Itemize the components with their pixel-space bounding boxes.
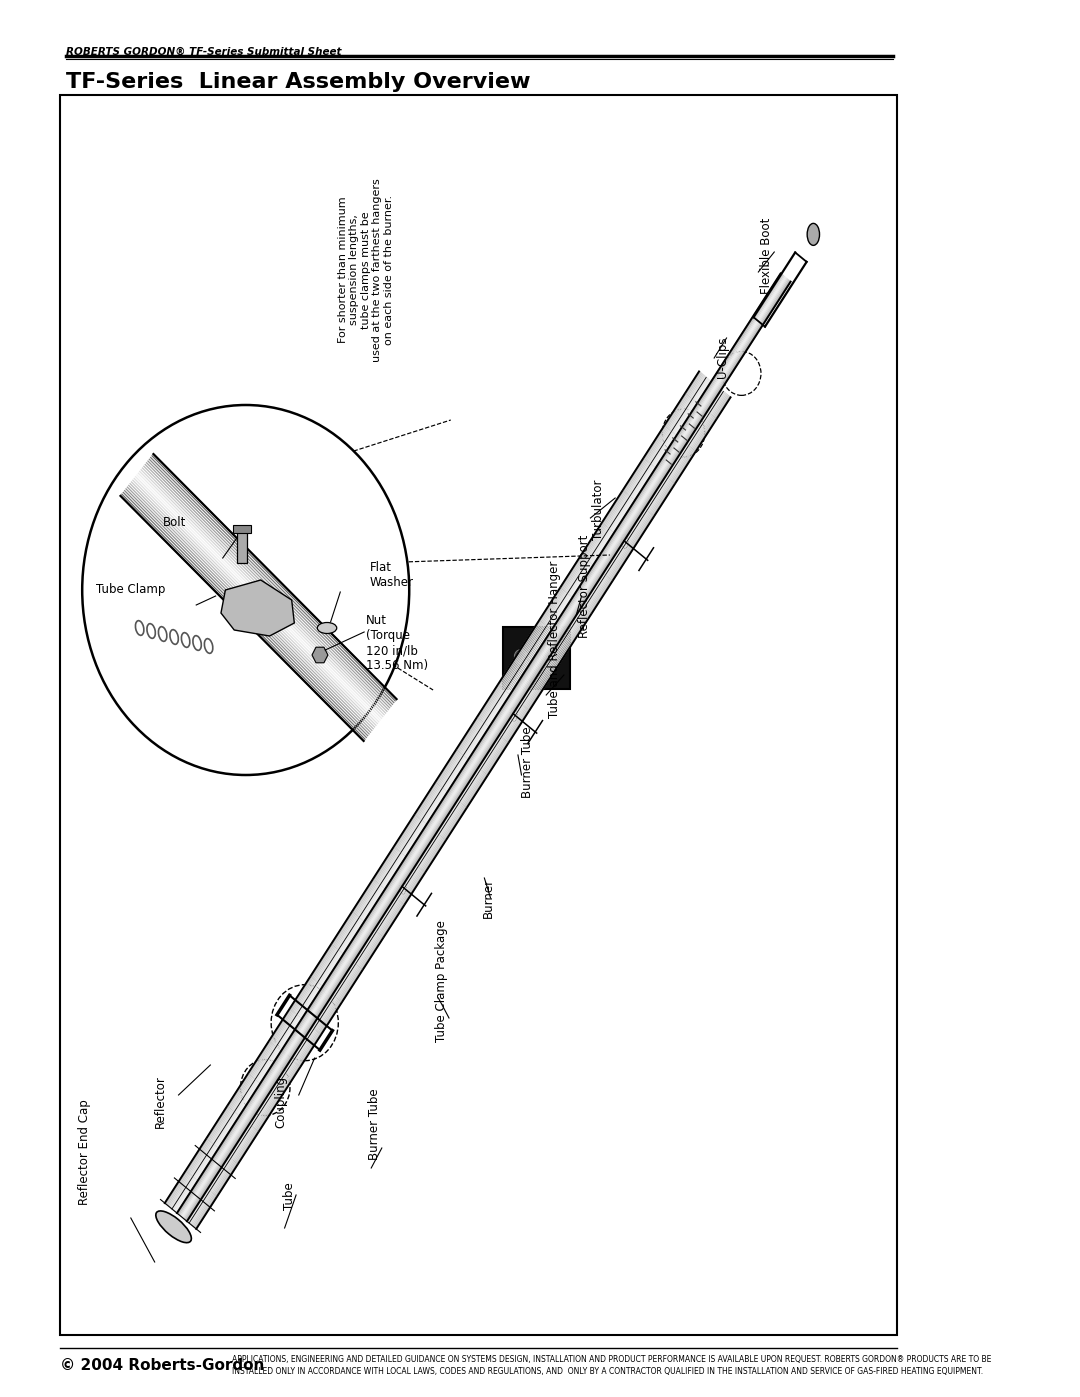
Text: Burner: Burner bbox=[483, 877, 496, 918]
Text: Burner Tube: Burner Tube bbox=[368, 1088, 381, 1160]
Ellipse shape bbox=[318, 623, 337, 633]
Text: Bolt: Bolt bbox=[163, 515, 187, 528]
Text: For shorter than minimum
suspension lengths,
tube clamps must be
used at the two: For shorter than minimum suspension leng… bbox=[338, 179, 394, 362]
Text: Coupling: Coupling bbox=[274, 1076, 287, 1127]
Circle shape bbox=[82, 405, 409, 775]
Text: Flat
Washer: Flat Washer bbox=[369, 562, 414, 590]
Polygon shape bbox=[312, 647, 328, 662]
Bar bbox=[233, 525, 251, 534]
Circle shape bbox=[514, 650, 527, 664]
Text: Nut
(Torque
120 in/lb
13.56 Nm): Nut (Torque 120 in/lb 13.56 Nm) bbox=[366, 615, 428, 672]
Bar bbox=[503, 627, 570, 689]
Ellipse shape bbox=[156, 1211, 191, 1243]
Ellipse shape bbox=[807, 224, 820, 246]
Text: Tube Clamp Package: Tube Clamp Package bbox=[435, 921, 448, 1042]
Text: ROBERTS GORDON® TF-Series Submittal Sheet: ROBERTS GORDON® TF-Series Submittal Shee… bbox=[66, 47, 341, 57]
Text: Burner Tube: Burner Tube bbox=[522, 726, 535, 798]
Bar bbox=[237, 528, 247, 563]
Text: Reflector: Reflector bbox=[154, 1076, 167, 1127]
Text: Reflector Support: Reflector Support bbox=[578, 535, 591, 638]
Bar bbox=[60, 95, 897, 1336]
Circle shape bbox=[548, 652, 555, 661]
Text: Tube: Tube bbox=[283, 1182, 296, 1210]
Polygon shape bbox=[221, 580, 295, 636]
Text: Tube Clamp: Tube Clamp bbox=[96, 584, 165, 597]
Text: Reflector End Cap: Reflector End Cap bbox=[78, 1099, 91, 1206]
Text: © 2004 Roberts-Gordon: © 2004 Roberts-Gordon bbox=[60, 1358, 265, 1373]
Text: U-Clips: U-Clips bbox=[716, 337, 729, 379]
Text: TF-Series  Linear Assembly Overview: TF-Series Linear Assembly Overview bbox=[66, 73, 530, 92]
Text: Turbulator: Turbulator bbox=[592, 479, 605, 541]
Text: Flexible Boot: Flexible Boot bbox=[760, 218, 773, 293]
Text: APPLICATIONS, ENGINEERING AND DETAILED GUIDANCE ON SYSTEMS DESIGN, INSTALLATION : APPLICATIONS, ENGINEERING AND DETAILED G… bbox=[231, 1355, 991, 1376]
Text: Tube and Reflector Hanger: Tube and Reflector Hanger bbox=[548, 560, 561, 718]
